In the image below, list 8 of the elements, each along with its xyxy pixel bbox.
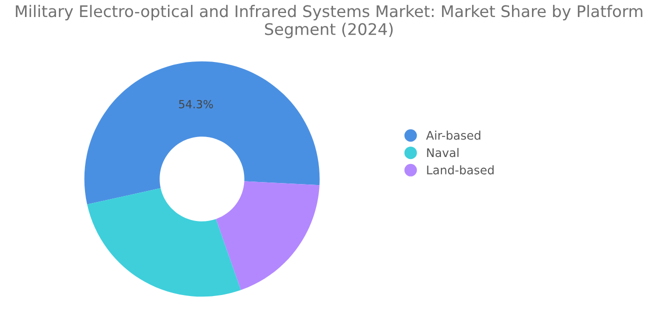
donut-slice	[216, 181, 320, 290]
legend-label: Land-based	[427, 165, 494, 174]
chart-title: Military Electro-optical and Infrared Systems Market: Market Share by Platform Segment (2024)	[16, 4, 642, 38]
legend-label: Air-based	[426, 130, 480, 140]
donut-slice	[87, 188, 241, 297]
donut-slice	[84, 61, 320, 204]
legend-label: Naval	[427, 148, 458, 158]
data-label: 54.3%	[179, 100, 213, 108]
